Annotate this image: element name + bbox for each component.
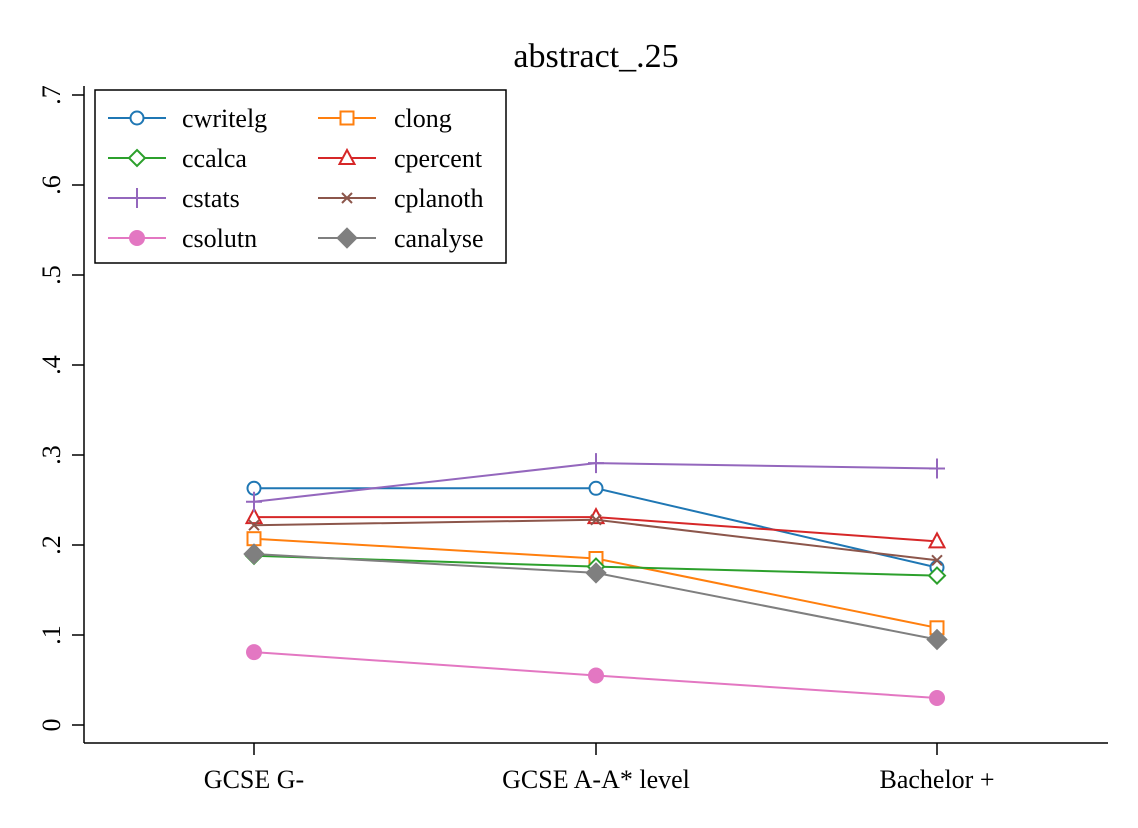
legend-label: cwritelg <box>182 104 267 133</box>
legend-marker <box>337 147 357 165</box>
data-point <box>931 554 943 567</box>
legend-label: clong <box>394 104 452 133</box>
data-point <box>248 519 260 531</box>
data-point <box>927 566 947 586</box>
legend-item: cplanoth <box>318 184 484 213</box>
y-tick-label: .5 <box>37 265 66 285</box>
legend-marker <box>341 192 353 204</box>
series-canalyse <box>243 543 948 651</box>
legend-item: csolutn <box>108 224 257 253</box>
legend-label: ccalca <box>182 144 247 173</box>
data-point <box>246 491 262 512</box>
legend-marker <box>129 110 145 126</box>
legend-item: cpercent <box>318 144 483 173</box>
legend-marker <box>339 110 355 126</box>
legend-label: cpercent <box>394 144 483 173</box>
series-csolutn <box>246 644 945 706</box>
legend-item: cwritelg <box>108 104 267 133</box>
data-point <box>588 453 604 474</box>
y-tick-label: .2 <box>37 535 66 555</box>
legend-label: canalyse <box>394 224 484 253</box>
data-point <box>927 531 947 549</box>
legend-label: cstats <box>182 184 240 213</box>
y-tick-label: .6 <box>37 175 66 195</box>
legend-marker <box>127 148 147 168</box>
data-point <box>585 562 607 584</box>
data-point <box>243 543 265 565</box>
series-cpercent <box>244 506 947 549</box>
data-point <box>926 628 948 651</box>
plot-area <box>243 453 948 706</box>
chart-title: abstract_.25 <box>513 38 678 75</box>
legend-item: clong <box>318 104 452 133</box>
x-tick-label: GCSE A-A* level <box>502 765 690 794</box>
data-point <box>929 690 945 706</box>
series-cstats <box>246 453 945 512</box>
series-clong <box>246 531 945 636</box>
legend-item: canalyse <box>318 224 484 253</box>
data-point <box>588 480 604 496</box>
data-point <box>590 514 602 526</box>
y-tick-label: .1 <box>37 625 66 645</box>
y-tick-label: 0 <box>37 719 66 732</box>
legend-marker <box>129 188 145 208</box>
legend-item: cstats <box>108 184 240 213</box>
axes <box>72 86 1108 755</box>
legend: cwritelg clong ccalca cpercent cstats cplanot… <box>94 89 507 264</box>
x-tick-label: Bachelor + <box>879 765 994 794</box>
legend-marker <box>129 230 145 246</box>
data-point <box>246 644 262 661</box>
y-tick-label: .3 <box>37 445 66 465</box>
y-tick-label: .7 <box>37 85 66 105</box>
y-tick-label: .4 <box>37 355 66 375</box>
x-tick-label: GCSE G- <box>204 765 304 794</box>
tick-labels: 0 .1 .2 .3 .4 .5 .6 .7 GCSE G- GCSE A-A* level Bac… <box>37 85 995 794</box>
data-point <box>588 667 604 684</box>
legend-label: csolutn <box>182 224 257 253</box>
series-cplanoth <box>248 514 943 567</box>
data-point <box>246 531 262 547</box>
data-point <box>929 458 945 479</box>
legend-label: cplanoth <box>394 184 484 213</box>
data-point <box>244 506 264 525</box>
legend-marker <box>336 227 358 249</box>
legend-item: ccalca <box>108 144 247 173</box>
